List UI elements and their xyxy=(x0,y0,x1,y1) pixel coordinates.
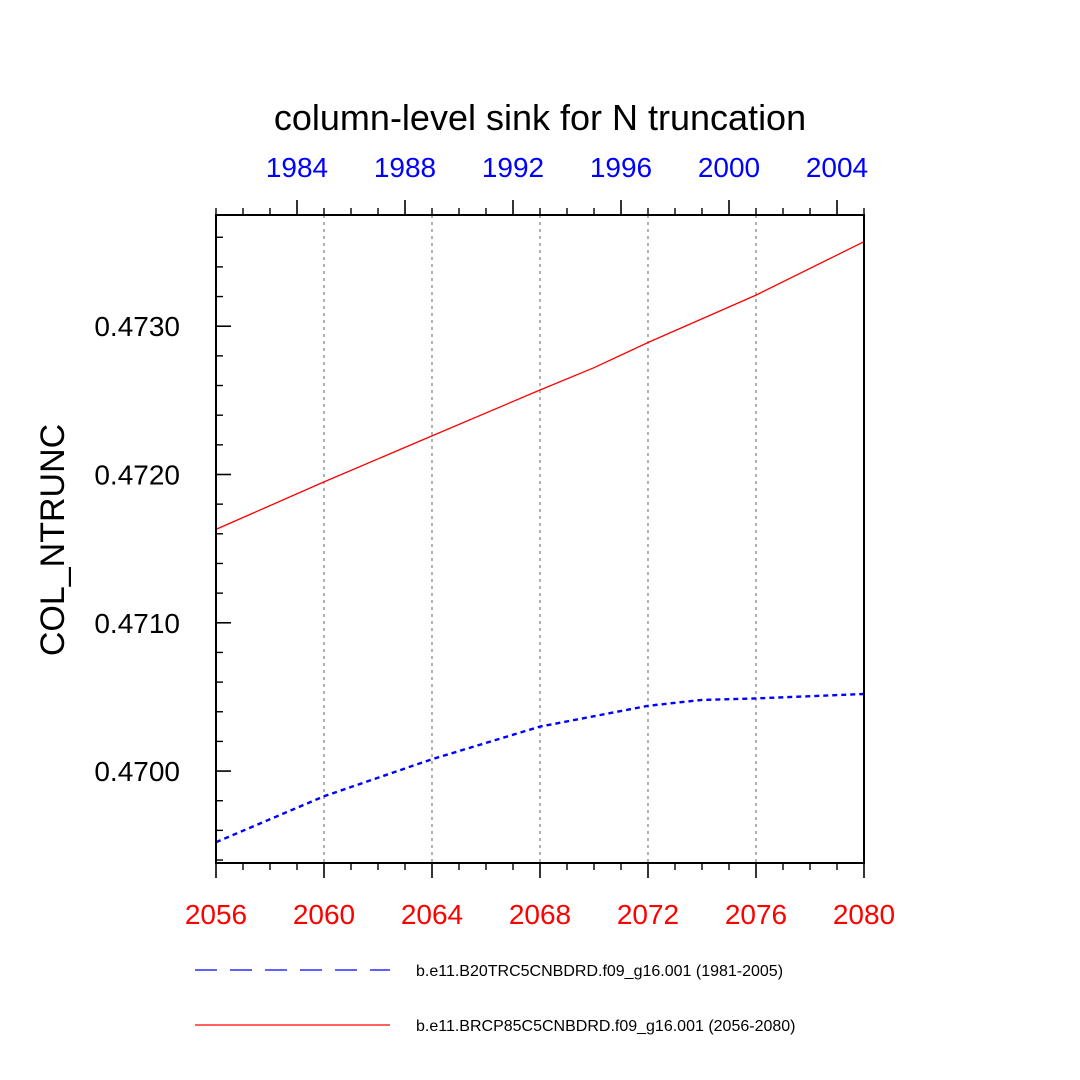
grid xyxy=(323,215,757,863)
x-tick-label-top: 1984 xyxy=(266,152,328,183)
legend-label-series-2: b.e11.BRCP85C5CNBDRD.f09_g16.001 (2056-2… xyxy=(416,1018,795,1035)
x-tick-label-top: 1996 xyxy=(590,152,652,183)
x-tick-label-bottom: 2068 xyxy=(509,899,571,930)
series-line-1 xyxy=(215,692,865,844)
x-tick-label-top: 2004 xyxy=(806,152,868,183)
x-tick-label-top: 1992 xyxy=(482,152,544,183)
y-tick-label: 0.4730 xyxy=(94,311,180,342)
x-tick-label-bottom: 2064 xyxy=(401,899,463,930)
x-tick-label-bottom: 2080 xyxy=(833,899,895,930)
legend: b.e11.B20TRC5CNBDRD.f09_g16.001 (1981-20… xyxy=(195,963,795,1035)
tick-marks xyxy=(215,200,865,878)
y-tick-label: 0.4710 xyxy=(94,608,180,639)
x-tick-label-bottom: 2076 xyxy=(725,899,787,930)
x-tick-label-top: 2000 xyxy=(698,152,760,183)
y-axis-label: COL_NTRUNC xyxy=(34,424,72,656)
series-group xyxy=(215,241,865,844)
y-tick-label: 0.4720 xyxy=(94,459,180,490)
x-tick-label-bottom: 2060 xyxy=(293,899,355,930)
chart-title: column-level sink for N truncation xyxy=(274,97,806,138)
plot-frame xyxy=(215,214,865,864)
x-tick-label-bottom: 2072 xyxy=(617,899,679,930)
y-tick-label: 0.4700 xyxy=(94,756,180,787)
series-line-2 xyxy=(215,241,865,530)
x-tick-label-top: 1988 xyxy=(374,152,436,183)
tick-labels: 2056 2060 2064 2068 2072 2076 2080 1984 1988 1992… xyxy=(94,152,895,930)
x-tick-label-bottom: 2056 xyxy=(185,899,247,930)
legend-label-series-1: b.e11.B20TRC5CNBDRD.f09_g16.001 (1981-20… xyxy=(416,963,783,980)
